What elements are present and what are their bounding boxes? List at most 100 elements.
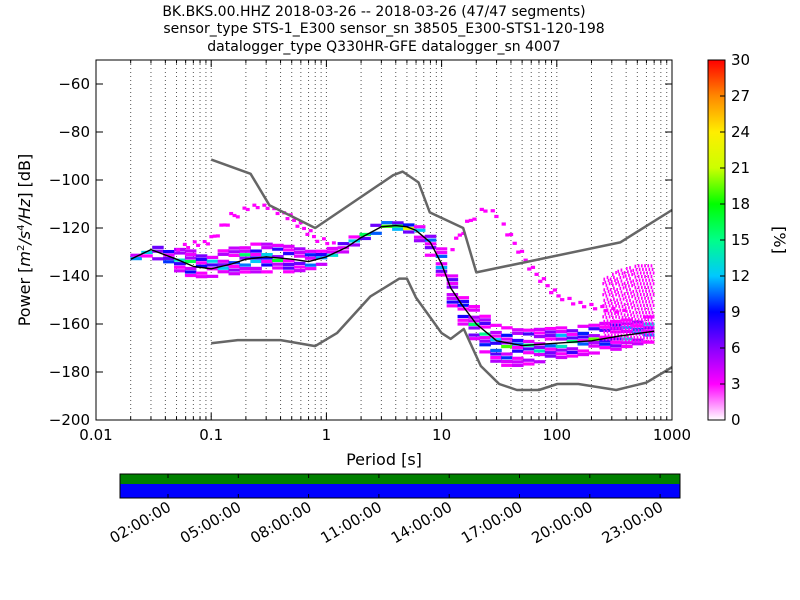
pdf-cell (184, 256, 197, 260)
pdf-cell (613, 330, 615, 334)
pdf-cell (639, 293, 642, 297)
pdf-cell (315, 239, 320, 243)
pdf-cell (457, 303, 470, 307)
pdf-cell (642, 321, 644, 325)
pdf-cell (512, 342, 524, 346)
pdf-cell (261, 270, 273, 274)
pdf-cell (490, 323, 502, 327)
pdf-cell (610, 319, 622, 324)
pdf-cell (637, 329, 640, 333)
pdf-cell (321, 237, 326, 241)
pdf-cell (588, 351, 600, 355)
pdf-cell (632, 289, 635, 294)
pdf-cell (642, 315, 655, 319)
pdf-cell (392, 221, 404, 225)
pdf-cell (581, 305, 587, 309)
pdf-cell (195, 257, 208, 261)
pdf-cell (609, 309, 612, 313)
pdf-cell (619, 286, 622, 291)
pdf-cell (638, 300, 641, 304)
colorbar-tick-label: 3 (731, 375, 741, 393)
pdf-cell (618, 337, 621, 341)
pdf-cell (490, 341, 502, 345)
pdf-cell (607, 311, 610, 315)
pdf-cell (435, 251, 448, 255)
pdf-cell (202, 239, 207, 244)
pdf-cell (631, 317, 633, 321)
pdf-cell (612, 294, 614, 298)
pdf-cell (625, 320, 628, 324)
pdf-cell (522, 339, 535, 344)
pdf-cell (627, 334, 629, 339)
pdf-cell (632, 342, 644, 346)
pdf-cell (620, 323, 623, 327)
pdf-cell (479, 339, 491, 343)
pdf-cell (632, 300, 635, 304)
pdf-cell (647, 329, 650, 333)
pdf-cell (607, 289, 610, 294)
pdf-cell (625, 277, 628, 281)
pdf-cell (646, 303, 649, 307)
pdf-cell (232, 213, 237, 218)
pdf-cell (647, 296, 650, 300)
pdf-cell (643, 325, 645, 329)
pdf-cell (235, 215, 240, 219)
pdf-cell (649, 282, 652, 286)
pdf-cell (283, 259, 295, 263)
pdf-cell (222, 223, 227, 227)
pdf-cell (652, 325, 655, 329)
pdf-cell (640, 307, 643, 311)
pdf-cell (635, 278, 638, 282)
pdf-cell (544, 326, 557, 331)
pdf-cell (293, 261, 306, 265)
pdf-cell (533, 345, 546, 349)
pdf-cell (633, 335, 636, 340)
pdf-cell (272, 262, 284, 266)
pdf-cell (639, 282, 642, 286)
pdf-cell (603, 298, 606, 302)
pdf-cell (599, 328, 611, 332)
pdf-cell (242, 206, 247, 210)
pdf-cell (637, 318, 640, 322)
pdf-cell (182, 242, 187, 247)
pdf-cell (245, 207, 250, 212)
pdf-cell (634, 264, 637, 268)
pdf-cell (621, 326, 624, 330)
pdf-cell (239, 270, 251, 274)
time-bar-bottom (120, 484, 680, 498)
pdf-cell (298, 220, 303, 225)
pdf-cell (512, 338, 524, 343)
pdf-cell (648, 278, 651, 282)
pdf-cell (651, 321, 654, 325)
pdf-cell (645, 278, 647, 282)
pdf-cell (621, 282, 624, 287)
pdf-cell (643, 293, 645, 297)
pdf-cell (640, 264, 643, 268)
pdf-cell (610, 280, 613, 284)
pdf-cell (555, 326, 568, 330)
pdf-cell (623, 313, 626, 317)
pdf-cell (293, 269, 306, 273)
pdf-cell (625, 309, 628, 314)
y-axis-label-exp-1: 2 (16, 245, 27, 251)
pdf-cell (588, 327, 600, 331)
pdf-cell (624, 274, 627, 278)
pdf-cell (424, 246, 437, 250)
pdf-cell (522, 351, 535, 355)
pdf-cell (629, 266, 631, 270)
y-tick-label: −60 (58, 75, 90, 93)
colorbar-tick-label: 12 (731, 267, 750, 285)
time-tick-label: 23:00:00 (599, 498, 666, 547)
pdf-cell (577, 331, 590, 335)
pdf-cell (627, 313, 629, 317)
pdf-cell (621, 337, 624, 341)
pdf-cell (647, 264, 650, 268)
pdf-cell (620, 312, 623, 316)
pdf-cell (446, 304, 459, 308)
pdf-cell (624, 285, 627, 289)
colorbar-tick-label: 18 (731, 195, 750, 213)
pdf-cell (577, 352, 590, 357)
pdf-cell (634, 275, 637, 279)
pdf-cell (629, 320, 631, 324)
pdf-cell (479, 350, 491, 354)
